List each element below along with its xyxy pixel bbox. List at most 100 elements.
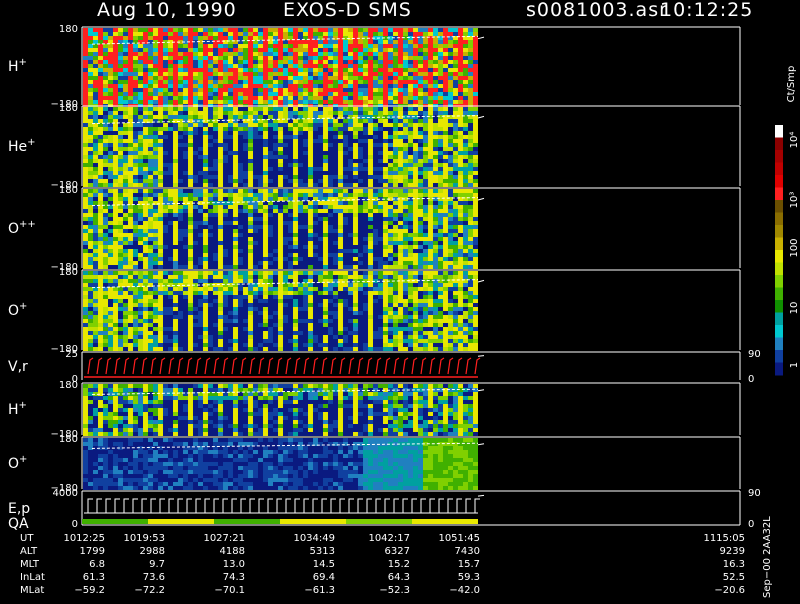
spectrogram-cell — [403, 111, 408, 115]
spectrogram-cell — [463, 44, 468, 48]
spectrogram-cell — [343, 179, 348, 183]
spectrogram-cell — [323, 68, 328, 72]
spectrogram-cell — [143, 123, 148, 127]
spectrogram-cell — [363, 179, 368, 183]
spectrogram-cell — [363, 72, 368, 76]
spectrogram-cell — [403, 28, 408, 32]
spectrogram-cell — [438, 119, 443, 123]
spectrogram-cell — [328, 32, 333, 36]
spectrogram-cell — [108, 303, 113, 307]
spectrogram-cell — [133, 107, 138, 111]
spectrogram-cell — [323, 249, 328, 253]
spectrogram-cell — [188, 131, 193, 135]
spectrogram-cell — [103, 295, 108, 299]
spectrogram-cell — [388, 107, 393, 111]
spectrogram-cell — [243, 205, 248, 209]
spectrogram-cell — [118, 271, 123, 275]
spectrogram-cell — [223, 52, 228, 56]
spectrogram-cell — [363, 107, 368, 111]
spectrogram-cell — [468, 52, 473, 56]
spectrogram-cell — [198, 100, 203, 104]
spectrogram-cell — [198, 88, 203, 92]
spectrogram-cell — [103, 335, 108, 339]
spectrogram-cell — [368, 189, 373, 193]
spectrogram-cell — [118, 96, 123, 100]
spectrogram-cell — [93, 92, 98, 96]
spectrogram-cell — [443, 139, 448, 143]
spectrogram-cell — [103, 189, 108, 193]
spectrogram-cell — [123, 237, 128, 241]
spectrogram-cell — [388, 237, 393, 241]
spectrogram-cell — [208, 135, 213, 139]
spectrogram-cell — [158, 96, 163, 100]
spectrogram-cell — [88, 179, 93, 183]
spectrogram-cell — [333, 48, 338, 52]
spectrogram-cell — [123, 287, 128, 291]
spectrogram-cell — [318, 179, 323, 183]
spectrogram-cell — [468, 32, 473, 36]
spectrogram-cell — [258, 183, 263, 187]
spectrogram-cell — [278, 64, 283, 68]
spectrogram-cell — [123, 319, 128, 323]
spectrogram-cell — [223, 233, 228, 237]
spectrogram-cell — [208, 123, 213, 127]
spectrogram-cell — [358, 135, 363, 139]
spectrogram-cell — [168, 245, 173, 249]
spectrogram-cell — [423, 107, 428, 111]
spectrogram-cell — [88, 171, 93, 175]
spectrogram-cell — [203, 48, 208, 52]
spectrogram-cell — [318, 201, 323, 205]
spectrogram-cell — [273, 155, 278, 159]
spectrogram-cell — [378, 32, 383, 36]
spectrogram-cell — [193, 48, 198, 52]
spectrogram-cell — [278, 209, 283, 213]
spectrogram-cell — [83, 32, 88, 36]
spectrogram-cell — [393, 245, 398, 249]
spectrogram-cell — [353, 201, 358, 205]
spectrogram-cell — [83, 123, 88, 127]
spectrogram-cell — [298, 229, 303, 233]
spectrogram-cell — [458, 92, 463, 96]
spectrogram-cell — [463, 119, 468, 123]
spectrogram-cell — [353, 123, 358, 127]
spectrogram-cell — [163, 100, 168, 104]
spectrogram-cell — [253, 56, 258, 60]
spectrogram-cell — [223, 155, 228, 159]
spectrogram-cell — [253, 88, 258, 92]
spectrogram-cell — [363, 143, 368, 147]
spectrogram-cell — [438, 193, 443, 197]
spectrogram-cell — [348, 88, 353, 92]
spectrogram-cell — [373, 72, 378, 76]
spectrogram-cell — [108, 32, 113, 36]
spectrogram-cell — [243, 159, 248, 163]
spectrogram-cell — [373, 189, 378, 193]
spectrogram-cell — [108, 84, 113, 88]
spectrogram-cell — [408, 143, 413, 147]
spectrogram-cell — [133, 167, 138, 171]
spectrogram-cell — [473, 205, 478, 209]
spectrogram-cell — [138, 88, 143, 92]
spectrogram-cell — [233, 205, 238, 209]
spectrogram-cell — [258, 123, 263, 127]
spectrogram-cell — [248, 80, 253, 84]
spectrogram-cell — [98, 225, 103, 229]
spectrogram-cell — [288, 237, 293, 241]
spectrogram-cell — [168, 72, 173, 76]
spectrogram-cell — [93, 28, 98, 32]
spectrogram-cell — [473, 60, 478, 64]
spectrogram-cell — [83, 283, 88, 287]
spectrogram-cell — [388, 52, 393, 56]
spectrogram-cell — [148, 28, 153, 32]
spectrogram-cell — [123, 257, 128, 261]
spectrogram-cell — [83, 197, 88, 201]
spectrogram-cell — [263, 221, 268, 225]
spectrogram-cell — [328, 151, 333, 155]
spectrogram-cell — [138, 135, 143, 139]
spectrogram-cell — [183, 245, 188, 249]
spectrogram-cell — [428, 52, 433, 56]
spectrogram-cell — [443, 217, 448, 221]
spectrogram-cell — [193, 64, 198, 68]
spectrogram-cell — [133, 307, 138, 311]
spectrogram-cell — [388, 217, 393, 221]
spectrogram-cell — [83, 343, 88, 347]
